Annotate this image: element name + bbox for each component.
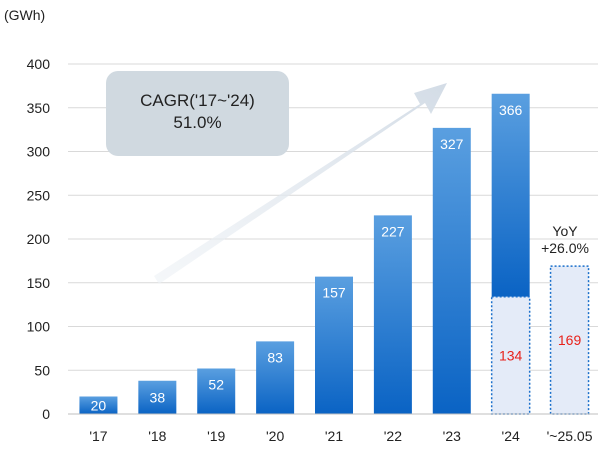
- bar: [197, 368, 236, 414]
- bar-value-label: 157: [322, 285, 346, 301]
- x-tick-label: '22: [384, 428, 402, 444]
- bar-value-label: 20: [91, 397, 107, 413]
- cagr-line2: 51.0%: [173, 113, 221, 132]
- y-tick-label: 250: [27, 187, 51, 203]
- value-labels: 20 38 52 83 157 227 327 366 134 169: [91, 102, 582, 414]
- x-tick-label: '24: [502, 428, 520, 444]
- cagr-annotation: CAGR('17~'24) 51.0%: [106, 71, 289, 156]
- unit-label: (GWh): [4, 7, 45, 23]
- y-tick-label: 100: [27, 319, 51, 335]
- bar-value-label: 366: [499, 102, 523, 118]
- bar: [256, 341, 295, 414]
- bar: [373, 215, 412, 414]
- cagr-box: [106, 71, 289, 156]
- cagr-line1: CAGR('17~'24): [140, 91, 255, 110]
- bar-value-label: 83: [267, 349, 283, 365]
- bar: [491, 93, 530, 297]
- x-tick-label: '17: [89, 428, 107, 444]
- bar-value-label: 227: [381, 223, 405, 239]
- y-tick-label: 350: [27, 100, 51, 116]
- x-tick-label: '23: [443, 428, 461, 444]
- growth-arrow-shape: [154, 83, 447, 284]
- x-tick-label: '~25.05: [547, 428, 593, 444]
- x-tick-label: '18: [148, 428, 166, 444]
- y-tick-label: 0: [42, 406, 50, 422]
- partial-bar: [490, 296, 531, 415]
- bar: [79, 396, 118, 414]
- growth-arrow: [154, 83, 447, 284]
- x-tick-label: '19: [207, 428, 225, 444]
- x-tick-label: '21: [325, 428, 343, 444]
- bar-value-label: 52: [208, 377, 224, 393]
- y-tick-label: 150: [27, 275, 51, 291]
- bar-value-label: 169: [558, 332, 582, 348]
- bar: [315, 276, 353, 414]
- bar: [432, 127, 471, 414]
- yoy-annotation: YoY +26.0%: [541, 223, 589, 256]
- y-tick-label: 200: [27, 231, 51, 247]
- bar-value-label: 327: [440, 136, 464, 152]
- x-tick-label: '20: [266, 428, 284, 444]
- y-tick-label: 300: [27, 144, 51, 160]
- bar-value-label: 38: [150, 389, 166, 405]
- bars: [79, 93, 590, 415]
- yoy-line2: +26.0%: [541, 240, 589, 256]
- partial-value-label: 134: [499, 347, 523, 363]
- yoy-line1: YoY: [552, 223, 578, 239]
- y-tick-label: 400: [27, 56, 51, 72]
- bar: [138, 380, 177, 414]
- y-axis: 0 50 100 150 200 250 300 350 400: [27, 56, 51, 422]
- x-axis: '17 '18 '19 '20 '21 '22 '23 '24 '~25.05: [89, 428, 592, 444]
- y-tick-label: 50: [34, 362, 50, 378]
- bar: [549, 265, 590, 415]
